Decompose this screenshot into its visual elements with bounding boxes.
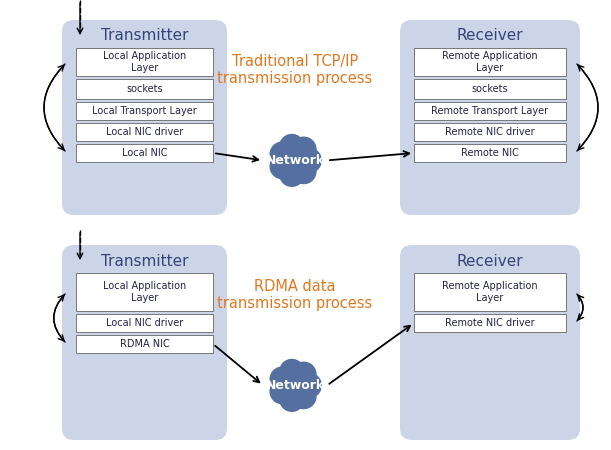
Text: Local Application
Layer: Local Application Layer	[103, 281, 186, 303]
Circle shape	[291, 159, 316, 184]
Circle shape	[291, 137, 316, 162]
Circle shape	[280, 387, 304, 411]
Text: Remote NIC driver: Remote NIC driver	[445, 318, 535, 328]
Circle shape	[280, 360, 304, 384]
Circle shape	[276, 367, 313, 404]
Text: Remote NIC driver: Remote NIC driver	[445, 127, 535, 137]
Text: Traditional TCP/IP
transmission process: Traditional TCP/IP transmission process	[218, 54, 373, 86]
Text: Local NIC: Local NIC	[122, 148, 167, 158]
Bar	[76, 79, 213, 99]
Text: Local NIC driver: Local NIC driver	[106, 318, 183, 328]
Text: RDMA NIC: RDMA NIC	[120, 339, 169, 349]
Bar	[76, 335, 213, 353]
Bar	[76, 48, 213, 76]
Bar	[76, 314, 213, 332]
Bar	[414, 144, 566, 162]
Circle shape	[270, 142, 295, 166]
Text: Remote Application
Layer: Remote Application Layer	[442, 51, 538, 73]
Circle shape	[280, 135, 304, 159]
Circle shape	[270, 379, 295, 404]
Bar	[414, 314, 566, 332]
FancyBboxPatch shape	[400, 20, 580, 215]
Bar	[414, 273, 566, 311]
Bar	[76, 123, 213, 141]
Circle shape	[270, 154, 295, 179]
Circle shape	[270, 367, 295, 392]
Text: Remote Transport Layer: Remote Transport Layer	[431, 106, 549, 116]
Text: sockets: sockets	[472, 84, 508, 94]
Circle shape	[297, 373, 321, 397]
Bar	[76, 144, 213, 162]
Circle shape	[297, 148, 321, 172]
Text: Remote Application
Layer: Remote Application Layer	[442, 281, 538, 303]
Bar	[414, 123, 566, 141]
FancyBboxPatch shape	[62, 245, 227, 440]
Bar	[414, 48, 566, 76]
Bar	[414, 79, 566, 99]
Text: Remote NIC: Remote NIC	[461, 148, 519, 158]
Bar	[414, 102, 566, 120]
Text: Network: Network	[265, 379, 324, 392]
Text: Transmitter: Transmitter	[101, 253, 188, 269]
Text: Transmitter: Transmitter	[101, 28, 188, 44]
Text: Receiver: Receiver	[456, 253, 523, 269]
Circle shape	[280, 162, 304, 186]
Bar	[76, 102, 213, 120]
Circle shape	[276, 142, 313, 179]
Text: Local NIC driver: Local NIC driver	[106, 127, 183, 137]
Text: Network: Network	[265, 154, 324, 167]
FancyBboxPatch shape	[62, 20, 227, 215]
Circle shape	[291, 384, 316, 409]
Text: Local Transport Layer: Local Transport Layer	[92, 106, 197, 116]
FancyBboxPatch shape	[400, 245, 580, 440]
Text: sockets: sockets	[126, 84, 163, 94]
Bar	[76, 273, 213, 311]
Text: Receiver: Receiver	[456, 28, 523, 44]
Circle shape	[291, 362, 316, 387]
Text: Local Application
Layer: Local Application Layer	[103, 51, 186, 73]
Text: RDMA data
transmission process: RDMA data transmission process	[218, 279, 373, 311]
